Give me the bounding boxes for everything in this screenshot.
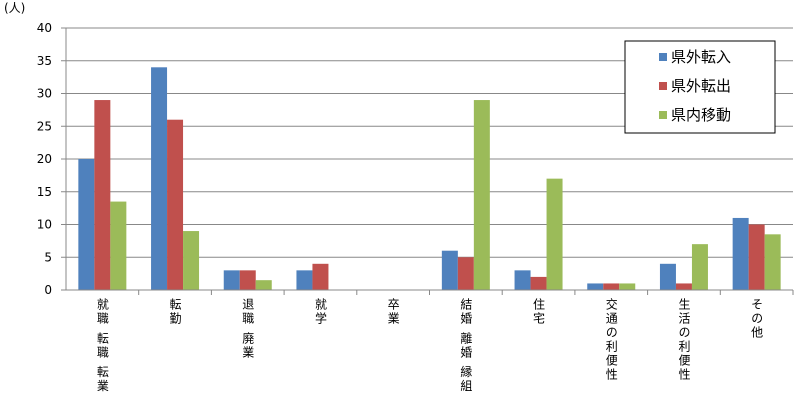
bar [239,270,256,290]
y-tick-label: 15 [37,185,52,199]
bar [659,263,676,290]
y-tick-label: 25 [37,119,52,133]
bar [514,270,531,290]
bar [94,100,111,290]
legend-box [624,40,776,134]
bar [312,263,329,290]
legend-label: 県外転出 [671,77,731,95]
y-tick-label: 30 [37,87,52,101]
x-tick-label: 退職 廃業 [241,298,255,360]
x-tick-label: 結婚 離婚 縁組 [459,298,473,394]
y-tick-label: 40 [37,21,52,35]
bar [183,231,200,290]
x-tick-label: 転勤 [168,298,182,326]
bar [675,283,692,290]
bar [78,159,95,290]
bar [530,276,547,290]
bar [473,100,490,290]
legend-label: 県内移動 [671,106,731,124]
y-tick-label: 20 [37,152,52,166]
legend-swatch [659,53,667,61]
bar [546,178,563,290]
y-tick-label: 0 [44,283,52,297]
x-tick-label: その他 [750,298,764,340]
bar [457,257,474,290]
x-tick-label: 就職 転職 転業 [95,298,109,394]
bar [619,283,636,290]
y-tick-label: 10 [37,218,52,232]
bar [167,119,184,290]
bar [255,280,272,290]
y-tick-label: 5 [44,250,52,264]
bar [441,250,458,290]
bar [587,283,604,290]
bar [748,224,765,290]
bar [603,283,620,290]
x-tick-label: 住宅 [532,298,546,326]
x-tick-label: 卒業 [386,298,400,326]
unit-label: (人) [4,1,25,15]
bar [691,244,708,290]
legend-label: 県外転入 [671,48,731,66]
x-tick-label: 生活の利便性 [677,298,691,382]
bar [296,270,313,290]
x-tick-label: 交通の利便性 [604,297,618,382]
bar [764,234,781,290]
bar [732,217,749,290]
y-tick-label: 35 [37,54,52,68]
x-tick-label: 就学 [313,298,327,326]
bar [223,270,240,290]
bar [151,67,168,290]
legend-swatch [659,82,667,90]
legend-swatch [659,111,667,119]
bar [110,201,127,290]
